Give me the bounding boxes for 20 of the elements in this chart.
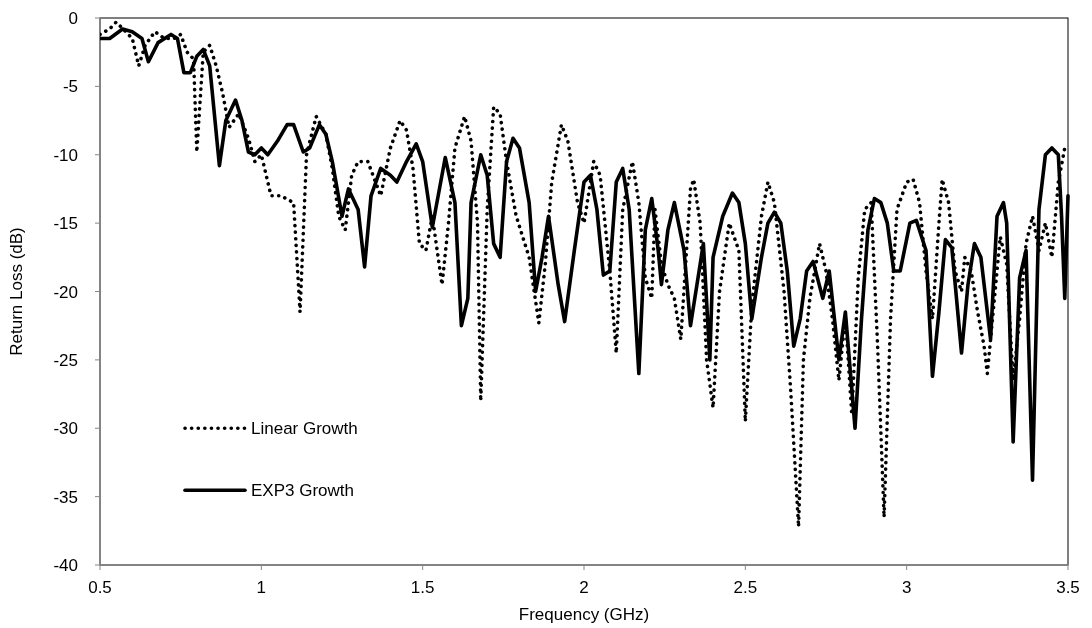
y-axis-title: Return Loss (dB) — [7, 227, 26, 356]
y-tick-label: 0 — [68, 9, 78, 28]
x-tick-label: 0.5 — [88, 578, 112, 597]
legend-label: Linear Growth — [251, 419, 358, 439]
y-tick-label: -40 — [53, 556, 78, 575]
x-tick-label: 1 — [256, 578, 267, 597]
y-tick-label: -20 — [53, 282, 78, 302]
x-tick-label: 2.5 — [733, 578, 758, 597]
x-axis-title: Frequency (GHz) — [518, 605, 650, 624]
legend-label: EXP3 Growth — [251, 481, 354, 501]
y-tick-label: -25 — [53, 350, 78, 370]
x-tick-label: 1.5 — [410, 578, 435, 597]
x-tick-label: 2 — [579, 578, 589, 597]
x-tick-label: 3.5 — [1056, 578, 1080, 597]
y-tick-label: -35 — [53, 487, 78, 507]
x-tick-label: 3 — [901, 578, 912, 597]
y-tick-label: -15 — [53, 214, 78, 234]
y-tick-label: -30 — [53, 419, 78, 439]
y-tick-label: -5 — [62, 77, 78, 97]
y-tick-label: -10 — [53, 145, 78, 165]
